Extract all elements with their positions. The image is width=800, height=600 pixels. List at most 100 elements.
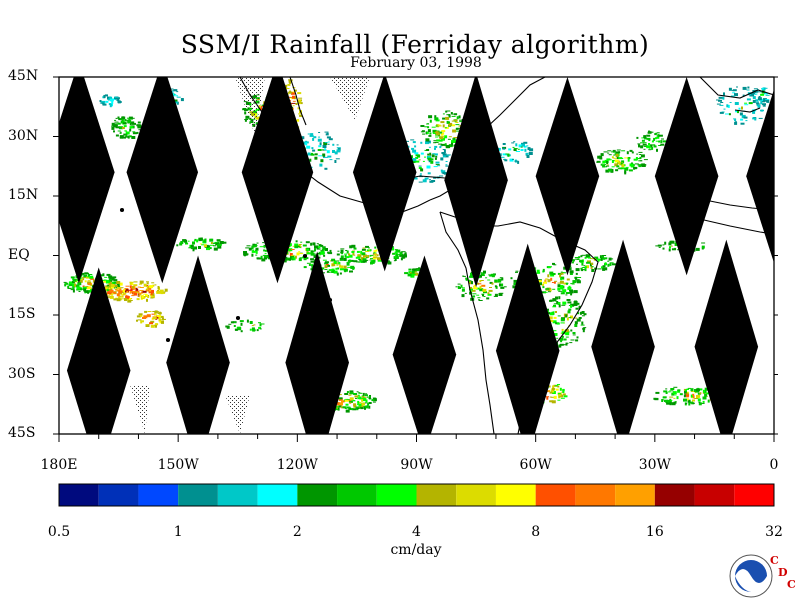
- rain-cell: [117, 130, 121, 132]
- rain-cell: [372, 259, 376, 263]
- rain-cell: [87, 280, 91, 282]
- rain-cell: [470, 290, 473, 292]
- rain-cell: [322, 145, 327, 148]
- rain-cell: [507, 153, 510, 157]
- rain-cell: [344, 254, 347, 258]
- rain-cell: [139, 280, 144, 284]
- rain-cell: [561, 328, 564, 331]
- rain-cell: [623, 164, 626, 167]
- rain-cell: [683, 398, 687, 402]
- rain-cell: [441, 130, 446, 133]
- rain-cell: [669, 390, 674, 392]
- rain-cell: [734, 119, 737, 122]
- rain-cell: [353, 400, 355, 401]
- rain-cell: [734, 102, 739, 105]
- rain-cell: [494, 285, 497, 288]
- rain-cell: [303, 141, 307, 145]
- rain-cell: [109, 277, 113, 280]
- colorbar-swatch: [297, 484, 338, 506]
- rain-cell: [602, 164, 606, 168]
- rain-cell: [635, 157, 638, 160]
- swath-gap: [59, 77, 115, 284]
- rain-cell: [422, 160, 425, 162]
- rain-cell: [125, 295, 130, 299]
- rain-cell: [136, 319, 138, 322]
- colorbar-tick-label: 1: [173, 524, 183, 540]
- rain-cell: [344, 408, 347, 409]
- rain-cell: [549, 396, 552, 398]
- rain-cell: [108, 278, 112, 281]
- rain-cell: [738, 107, 741, 110]
- rain-cell: [259, 323, 262, 327]
- swath-gap: [241, 77, 314, 284]
- rain-cell: [477, 297, 481, 299]
- rain-cell: [312, 242, 316, 246]
- rain-cell: [111, 293, 115, 295]
- rain-cell: [337, 250, 340, 252]
- rain-cell: [289, 253, 293, 256]
- noaa-logo-icon[interactable]: [729, 554, 773, 598]
- rain-cell: [553, 303, 558, 305]
- rain-cell: [306, 141, 309, 144]
- rain-cell: [579, 260, 583, 263]
- rain-cell: [259, 246, 264, 248]
- rain-cell: [170, 88, 174, 90]
- rain-cell: [448, 123, 451, 127]
- rain-cell: [303, 266, 307, 269]
- rain-cell: [582, 269, 586, 271]
- rain-cell: [482, 294, 484, 297]
- rain-cell: [437, 165, 441, 167]
- rain-cell: [198, 246, 201, 249]
- rain-cell: [548, 312, 551, 315]
- rain-cell: [455, 127, 459, 130]
- rain-cell: [634, 163, 639, 165]
- rain-cell: [765, 99, 770, 101]
- rain-cell: [751, 93, 755, 97]
- rain-cell: [479, 285, 482, 289]
- rain-cell: [469, 288, 473, 291]
- rain-cell: [726, 104, 729, 108]
- rain-cell: [327, 264, 330, 267]
- rain-cell: [395, 257, 399, 259]
- rain-cell: [695, 388, 700, 392]
- rain-cell: [292, 245, 296, 247]
- rain-cell: [85, 286, 89, 288]
- rain-cell: [263, 244, 267, 247]
- rain-cell: [546, 278, 549, 280]
- rain-cell: [576, 318, 581, 322]
- lon-label: 180E: [40, 457, 78, 473]
- rain-cell: [730, 95, 735, 97]
- rain-cell: [440, 157, 444, 161]
- rain-cell: [297, 245, 300, 247]
- rain-cell: [72, 281, 75, 283]
- rain-cell: [462, 275, 465, 277]
- rain-cell: [673, 386, 678, 388]
- rain-cell: [155, 324, 157, 328]
- rain-cell: [117, 122, 121, 125]
- rain-cell: [124, 136, 129, 138]
- rain-cell: [557, 315, 561, 317]
- rain-cell: [129, 281, 132, 285]
- rain-cell: [440, 121, 445, 124]
- rain-cell: [616, 149, 621, 151]
- rain-cell: [665, 392, 668, 394]
- rain-cell: [564, 272, 566, 274]
- rain-cell: [201, 244, 205, 246]
- swath-gap: [495, 243, 560, 434]
- rain-cell: [581, 321, 584, 325]
- rain-cell: [539, 282, 543, 286]
- rain-cell: [685, 396, 689, 398]
- rain-cell: [305, 142, 308, 146]
- rain-cell: [701, 245, 705, 249]
- rain-cell: [116, 285, 121, 289]
- rain-cell: [698, 394, 701, 398]
- rain-cell: [733, 118, 737, 120]
- rain-cell: [593, 259, 596, 261]
- rain-cell: [263, 247, 266, 249]
- rain-cell: [465, 277, 469, 280]
- rain-cell: [142, 290, 147, 293]
- rain-cell: [130, 288, 133, 292]
- rain-cell: [151, 313, 155, 315]
- rain-cell: [289, 90, 292, 94]
- rain-cell: [361, 395, 365, 398]
